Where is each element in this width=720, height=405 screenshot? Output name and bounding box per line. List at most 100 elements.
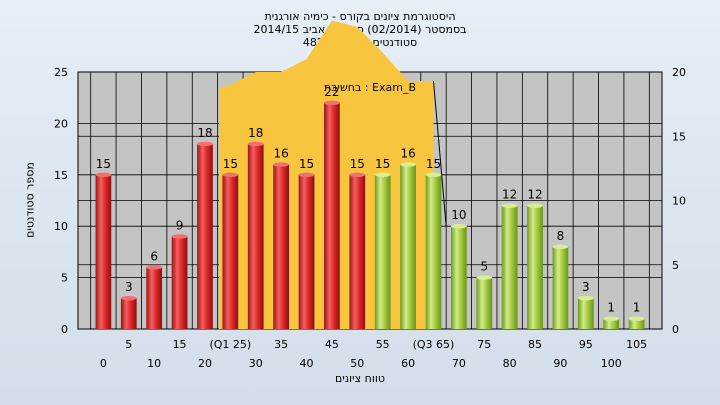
x-tick-17: 85: [528, 338, 542, 351]
bar-cap-19: [577, 295, 594, 301]
bar-9: [324, 102, 340, 329]
x-tick-20: 100: [601, 357, 622, 370]
exam-annotation: בחשיבת : Exam_B: [324, 81, 416, 94]
bar-7: [273, 164, 290, 329]
bar-5: [222, 174, 239, 329]
bar-cap-6: [247, 141, 264, 147]
x-tick-4: 20: [198, 357, 212, 370]
bar-cap-21: [628, 316, 645, 321]
y-axis-ticks: 0 5 10 15 20 25: [54, 66, 68, 336]
bar-15: [476, 277, 493, 329]
y2-tick-0: 0: [672, 323, 679, 336]
bar-8: [298, 174, 315, 329]
x-tick-19: 95: [579, 338, 593, 351]
data-label-11: 15: [375, 157, 390, 171]
bar-cap-15: [476, 275, 493, 280]
bar-cap-13: [425, 172, 442, 177]
bar-cap-4: [197, 141, 213, 147]
data-label-0: 15: [96, 157, 111, 171]
bar-17: [527, 205, 543, 329]
bars: [95, 100, 645, 329]
data-label-12: 16: [400, 147, 415, 161]
bar-cap-11: [374, 172, 391, 177]
x-tick-12: 60: [401, 357, 415, 370]
x-tick-1: 5: [125, 338, 132, 351]
bar-cap-14: [450, 224, 467, 229]
x-tick-8: 40: [300, 357, 314, 370]
data-label-20: 1: [607, 301, 615, 315]
bar-cap-2: [146, 265, 163, 270]
x-tick-11: 55: [376, 338, 390, 351]
data-label-18: 8: [557, 229, 565, 243]
data-label-16: 12: [502, 188, 517, 202]
bar-18: [552, 246, 569, 329]
bar-2: [146, 267, 163, 329]
y-tick-1: 5: [61, 272, 68, 285]
x-tick-13: (Q3 65): [413, 338, 455, 351]
data-label-21: 1: [633, 301, 641, 315]
bar-20: [603, 318, 620, 329]
x-tick-9: 45: [325, 338, 339, 351]
data-label-8: 15: [299, 157, 314, 171]
data-label-7: 16: [273, 147, 288, 161]
data-label-15: 5: [480, 260, 488, 274]
data-label-5: 15: [223, 157, 238, 171]
bar-cap-16: [501, 203, 518, 208]
bar-cap-5: [222, 172, 239, 177]
bar-16: [501, 205, 518, 329]
y-tick-2: 10: [54, 220, 68, 233]
y-tick-3: 15: [54, 169, 68, 182]
bar-cap-3: [171, 234, 188, 239]
bar-cap-12: [400, 162, 416, 167]
bar-cap-20: [603, 316, 620, 321]
y-axis-label: מספר סטודנטים: [23, 162, 37, 238]
data-label-3: 9: [176, 218, 184, 232]
y2-tick-4: 20: [672, 66, 686, 79]
chart-title-line-1: היסטוגרמת ציונים בקורס - כימיה אורגנית: [264, 10, 456, 23]
bar-11: [374, 174, 391, 329]
data-label-10: 15: [350, 157, 365, 171]
bar-cap-18: [552, 244, 569, 249]
x-tick-15: 75: [477, 338, 491, 351]
x-tick-21: 105: [626, 338, 647, 351]
y2-axis-ticks: 0 5 10 15 20: [672, 66, 686, 336]
data-label-17: 12: [527, 188, 542, 202]
bar-1: [120, 298, 137, 329]
x-axis-label: טווח ציונים: [335, 372, 385, 385]
data-label-4: 18: [197, 126, 212, 140]
data-labels: 15 3 6 9 18 15 18 16 15 22 15 15 16 15 10 5 12 12 8 3 1 1: [96, 85, 641, 315]
x-tick-0: 0: [100, 357, 107, 370]
data-label-6: 18: [248, 126, 263, 140]
y2-tick-3: 15: [672, 130, 686, 143]
y-tick-5: 25: [54, 66, 68, 79]
bar-cap-9: [324, 100, 340, 106]
data-label-9: 22: [324, 85, 339, 99]
bar-cap-1: [120, 295, 137, 301]
bar-3: [171, 236, 188, 329]
x-tick-18: 90: [553, 357, 567, 370]
bar-6: [247, 143, 264, 329]
x-tick-7: 35: [274, 338, 288, 351]
x-tick-5: (Q1 25): [209, 338, 251, 351]
bar-21: [628, 318, 645, 329]
data-label-2: 6: [150, 249, 158, 263]
y2-tick-2: 10: [672, 195, 686, 208]
y2-tick-1: 5: [672, 259, 679, 272]
x-tick-14: 70: [452, 357, 466, 370]
data-label-1: 3: [125, 280, 133, 294]
x-tick-16: 80: [503, 357, 517, 370]
bar-cap-10: [349, 172, 366, 177]
data-label-13: 15: [426, 157, 441, 171]
bar-4: [197, 143, 213, 329]
bar-14: [450, 226, 467, 329]
bar-0: [95, 174, 112, 329]
x-tick-3: 15: [173, 338, 187, 351]
x-tick-6: 30: [249, 357, 263, 370]
bar-12: [400, 164, 416, 329]
data-label-14: 10: [451, 208, 466, 222]
bar-cap-7: [273, 162, 290, 167]
x-axis-ticks: 0 5 10 15 20 (Q1 25) 30 35 40 45 50 55 60 (Q3 65) 70 75…: [100, 338, 647, 370]
y-tick-4: 20: [54, 117, 68, 130]
bar-10: [349, 174, 366, 329]
